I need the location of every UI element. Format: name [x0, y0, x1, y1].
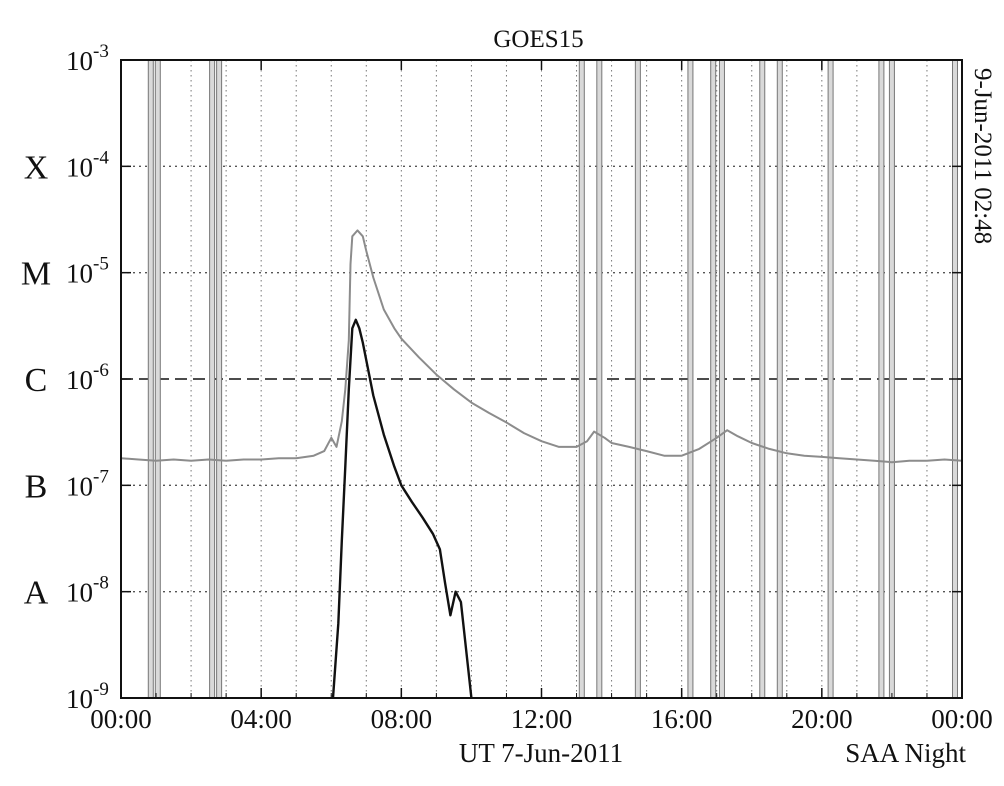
flare-class-label: A [24, 575, 49, 612]
flare-class-label: C [25, 362, 48, 399]
data-gap-marker [209, 59, 216, 699]
data-gap-marker [687, 59, 694, 699]
data-gap-marker [147, 59, 154, 699]
data-gap-marker [578, 59, 585, 699]
data-gap-marker [827, 59, 834, 699]
x-tick-label: 20:00 [791, 704, 853, 734]
label-layer: GOES15 UT 7-Jun-2011 SAA Night 9-Jun-201… [21, 26, 996, 768]
timestamp-label: 9-Jun-2011 02:48 [969, 68, 996, 244]
x-tick-label: 12:00 [511, 704, 573, 734]
y-tick-label: 10-9 [66, 679, 109, 714]
flare-class-label: X [24, 149, 49, 186]
x-axis-label: UT 7-Jun-2011 [459, 738, 623, 768]
tick-layer [120, 59, 963, 699]
data-gap-marker [710, 59, 717, 699]
series-line-short [331, 318, 473, 699]
y-tick-label: 10-3 [66, 41, 109, 76]
y-tick-label: 10-6 [66, 360, 109, 395]
x-tick-label: 16:00 [651, 704, 713, 734]
data-gap-marker [216, 59, 223, 699]
flare-class-label: B [25, 468, 48, 505]
x-tick-label: 04:00 [230, 704, 292, 734]
flare-class-label: M [21, 256, 51, 293]
series-layer [120, 229, 963, 699]
y-tick-label: 10-4 [66, 147, 109, 182]
data-gap-marker [878, 59, 885, 699]
y-tick-label: 10-7 [66, 466, 109, 501]
data-gap-marker [596, 59, 603, 699]
y-tick-label: 10-8 [66, 573, 109, 608]
data-gap-marker [718, 59, 725, 699]
data-gap-marker [888, 59, 895, 699]
x-tick-label: 00:00 [90, 704, 152, 734]
data-gap-marker [776, 59, 783, 699]
chart-title: GOES15 [493, 26, 583, 53]
data-gap-marker [634, 59, 641, 699]
y-tick-label: 10-5 [66, 254, 109, 289]
x-tick-label: 00:00 [931, 704, 993, 734]
saa-night-label: SAA Night [845, 738, 966, 768]
data-gap-marker [759, 59, 766, 699]
x-tick-label: 08:00 [371, 704, 433, 734]
data-gap-marker [154, 59, 161, 699]
series-line-long [120, 229, 963, 464]
